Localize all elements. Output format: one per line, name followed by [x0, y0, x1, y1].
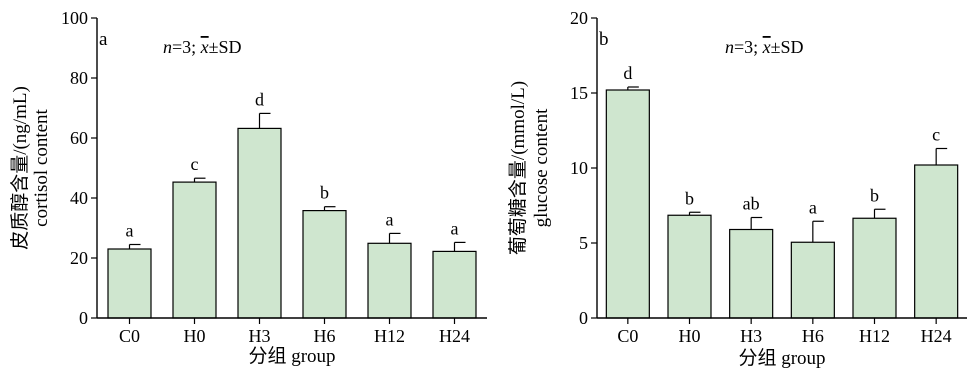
x-tick-label-h0: H0 [679, 326, 701, 346]
error-bar-h6 [812, 220, 824, 243]
x-ticks-group: C0 H0 H3 H6 H12 H24 [119, 318, 470, 346]
y-tick-label: 15 [570, 83, 588, 103]
y-tick-label: 20 [570, 8, 588, 28]
bar-h24 [914, 164, 959, 319]
y-tick-label: 80 [70, 68, 88, 88]
significance-letter-h3: d [255, 89, 264, 109]
y-ticks-group: 0 5 10 15 20 [570, 8, 597, 328]
stats-note-sd: ±SD [771, 37, 804, 57]
y-ticks-group: 0 20 40 60 80 100 [61, 8, 97, 328]
error-bar-h3 [750, 216, 763, 230]
bars-group [605, 89, 959, 319]
bar-h6 [302, 210, 347, 319]
y-axis-label-en: cortisol content [31, 108, 52, 226]
stats-note-n: n [163, 37, 172, 57]
significance-letter-c0: a [126, 221, 134, 241]
significance-letter-c0: d [623, 63, 632, 83]
x-ticks-group: C0 H0 H3 H6 H12 H24 [617, 318, 952, 346]
x-tick-label-h6: H6 [314, 326, 336, 346]
significance-letter-h12: a [386, 209, 394, 229]
bars-group [107, 127, 477, 319]
x-tick-label-h12: H12 [859, 326, 890, 346]
significance-letter-h0: b [685, 188, 694, 208]
x-tick-label-h0: H0 [184, 326, 206, 346]
significance-letter-h6: b [320, 183, 329, 203]
x-tick-label-h3: H3 [249, 326, 271, 346]
error-bar-h12 [388, 232, 401, 244]
error-bar-h24 [935, 147, 948, 165]
cortisol-chart: a n=3; x±SD a c d b a a 0 20 40 60 80 100 C0 H0 H3 H6… [9, 8, 487, 367]
significance-letter-h6: a [809, 197, 817, 217]
x-axis-label: 分组 group [738, 347, 825, 369]
bar-h12 [367, 242, 412, 319]
significance-letter-h0: c [191, 154, 199, 174]
stats-note-n: n [725, 37, 734, 57]
panel-label-a: a [99, 29, 108, 50]
bar-c0 [107, 248, 152, 319]
error-bar-c0 [128, 243, 141, 249]
y-tick-label: 0 [79, 308, 88, 328]
panel-label-b: b [599, 29, 609, 50]
bar-h3 [237, 127, 282, 319]
x-tick-label-h6: H6 [802, 326, 824, 346]
error-bar-h12 [873, 208, 886, 219]
error-bar-h0 [688, 211, 701, 216]
x-tick-label-h24: H24 [439, 326, 470, 346]
y-tick-label: 5 [579, 233, 588, 253]
y-tick-label: 60 [70, 128, 88, 148]
error-bars-group [128, 112, 466, 252]
significance-letter-h12: b [870, 185, 879, 205]
significance-letter-h24: c [932, 125, 940, 145]
y-tick-label: 0 [579, 308, 588, 328]
x-tick-label-h24: H24 [921, 326, 952, 346]
bar-h24 [432, 250, 477, 319]
significance-letter-h3: ab [743, 194, 760, 214]
error-bar-c0 [627, 86, 639, 90]
y-tick-label: 10 [570, 158, 588, 178]
significance-letter-h24: a [451, 218, 459, 238]
x-tick-label-h3: H3 [740, 326, 762, 346]
y-axis-label-cn: 皮质醇含量/(ng/mL) [9, 86, 31, 250]
stats-note-value: =3; [734, 37, 763, 57]
stats-note-mean: x [200, 37, 209, 57]
bar-h6 [790, 241, 835, 319]
y-tick-label: 40 [70, 188, 88, 208]
bar-h12 [852, 217, 897, 319]
error-bar-h24 [453, 241, 466, 252]
stats-note-sd: ±SD [209, 37, 242, 57]
y-axis-label-en: glucose content [531, 108, 552, 227]
stats-note-b: n=3; x±SD [725, 37, 804, 57]
stats-note-a: n=3; x±SD [163, 37, 242, 57]
x-axis-label: 分组 group [248, 345, 335, 367]
stats-note-value: =3; [172, 37, 201, 57]
x-tick-label-c0: C0 [617, 326, 638, 346]
error-bar-h3 [258, 112, 271, 129]
bar-h0 [172, 181, 217, 319]
significance-letters-group: db ab abc [623, 63, 940, 217]
x-tick-label-h12: H12 [374, 326, 405, 346]
error-bar-h6 [323, 206, 336, 211]
significance-letters-group: a c d b a a [126, 89, 459, 240]
bar-c0 [605, 89, 650, 319]
y-axis-label-cn: 葡萄糖含量/(mmol/L) [507, 81, 529, 255]
bar-h0 [667, 214, 712, 319]
y-tick-label: 20 [70, 248, 88, 268]
error-bars-group [627, 86, 948, 243]
error-bar-h0 [193, 177, 206, 183]
bar-h3 [729, 228, 774, 319]
stats-note-mean: x [762, 37, 771, 57]
x-tick-label-c0: C0 [119, 326, 140, 346]
y-tick-label: 100 [61, 8, 88, 28]
